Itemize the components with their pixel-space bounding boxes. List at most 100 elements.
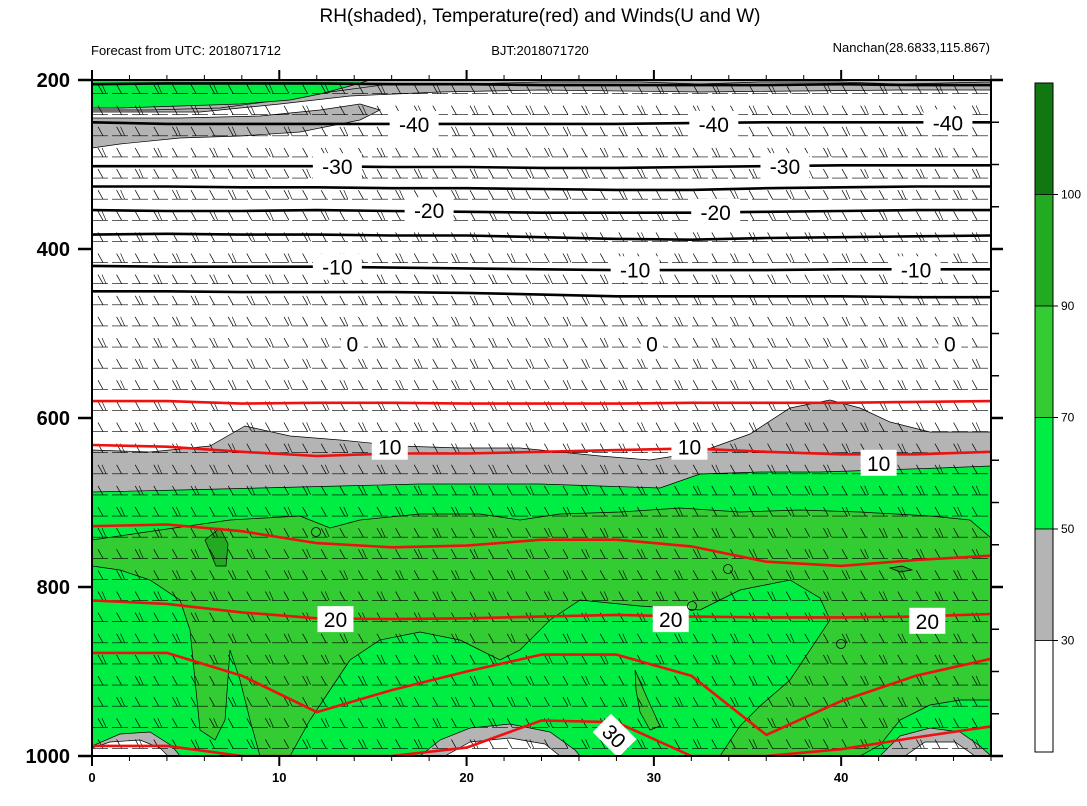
isotherm-label-box (938, 330, 962, 357)
wind-barb (116, 189, 122, 200)
wind-barb (302, 696, 308, 707)
wind-barb (134, 358, 141, 369)
wind-barb (506, 443, 513, 453)
wind-barb (897, 696, 904, 707)
wind-barb (97, 253, 104, 263)
wind-barb (823, 422, 829, 432)
wind-barb (451, 570, 457, 580)
wind-barb (376, 718, 383, 728)
wind-barb (845, 443, 851, 453)
wind-barb (953, 147, 959, 158)
wind-barb (190, 506, 197, 517)
wind-barb (599, 126, 606, 136)
wind-barb (227, 274, 234, 284)
wind-barb (916, 211, 922, 221)
wind-barb (525, 654, 532, 665)
wind-barb (213, 654, 218, 665)
wind-barb (153, 718, 160, 728)
wind-barb (808, 675, 814, 686)
wind-barb (101, 401, 107, 411)
wind-barb (975, 359, 981, 369)
wind-barb (395, 189, 401, 200)
wind-barb (581, 168, 587, 179)
wind-barb (878, 189, 885, 200)
wind-barb (227, 316, 234, 327)
wind-barb (637, 527, 643, 538)
wind-barb (362, 549, 367, 559)
wind-barb (246, 718, 253, 728)
wind-barb (339, 506, 346, 517)
wind-barb (153, 189, 160, 200)
wind-barb (789, 316, 795, 327)
x-tick-label: 10 (272, 770, 286, 785)
wind-barb (320, 739, 327, 749)
wind-barb (213, 591, 218, 601)
wind-barb (395, 337, 401, 348)
wind-barb (134, 612, 141, 622)
forecast-time-label: Forecast from UTC: 2018071712 (91, 43, 281, 58)
wind-barb (637, 168, 643, 179)
wind-barb (488, 316, 494, 327)
wind-barb (674, 485, 680, 496)
wind-barb (562, 380, 569, 390)
wind-barb (358, 549, 364, 559)
wind-barb (823, 549, 829, 559)
wind-barb (581, 253, 587, 263)
wind-barb (878, 316, 885, 327)
wind-barb (362, 612, 367, 622)
wind-barb (194, 168, 200, 179)
wind-barb (413, 168, 420, 179)
wind-barb (97, 358, 104, 369)
wind-barb (190, 485, 197, 496)
wind-barb (841, 337, 848, 348)
wind-barb (562, 696, 569, 707)
wind-barb (544, 337, 550, 348)
wind-barb (506, 485, 513, 496)
wind-barb (599, 506, 606, 517)
wind-barb (320, 570, 327, 580)
wind-barb (637, 591, 643, 601)
wind-barb (827, 147, 832, 158)
wind-barb (767, 189, 773, 200)
wind-barb (343, 126, 349, 136)
wind-barb (320, 380, 327, 390)
wind-barb (376, 105, 383, 115)
wind-barb (320, 591, 327, 601)
wind-barb (395, 84, 401, 94)
wind-barb (655, 506, 662, 517)
wind-barb (581, 506, 587, 517)
wind-barb (488, 168, 494, 179)
wind-barb (544, 189, 550, 200)
wind-barb (320, 422, 327, 432)
wind-barb (451, 485, 457, 496)
wind-barb (599, 316, 606, 327)
wind-barb (120, 697, 125, 707)
wind-barb (730, 274, 736, 284)
wind-barb (637, 189, 643, 200)
wind-barb (599, 168, 606, 179)
wind-barb (730, 696, 736, 707)
wind-barb (265, 443, 271, 453)
wind-barb (748, 739, 755, 749)
wind-barb (920, 359, 925, 369)
wind-barb (213, 147, 218, 158)
wind-barb (548, 337, 553, 348)
wind-barb (190, 337, 197, 348)
wind-barb (362, 485, 367, 496)
isotherm-label-box (760, 153, 810, 180)
wind-barb (395, 549, 401, 559)
wind-barb (804, 675, 811, 686)
wind-barb (227, 147, 234, 158)
wind-barb (320, 633, 327, 643)
wind-barb (172, 527, 178, 538)
wind-barb (562, 126, 569, 136)
wind-barb (97, 147, 104, 158)
wind-barb (804, 654, 811, 665)
wind-barb (897, 211, 904, 221)
wind-barb (506, 274, 513, 284)
wind-barb (823, 591, 829, 601)
wind-barb (157, 528, 163, 538)
wind-barb (395, 718, 401, 728)
wind-barb (395, 211, 401, 221)
